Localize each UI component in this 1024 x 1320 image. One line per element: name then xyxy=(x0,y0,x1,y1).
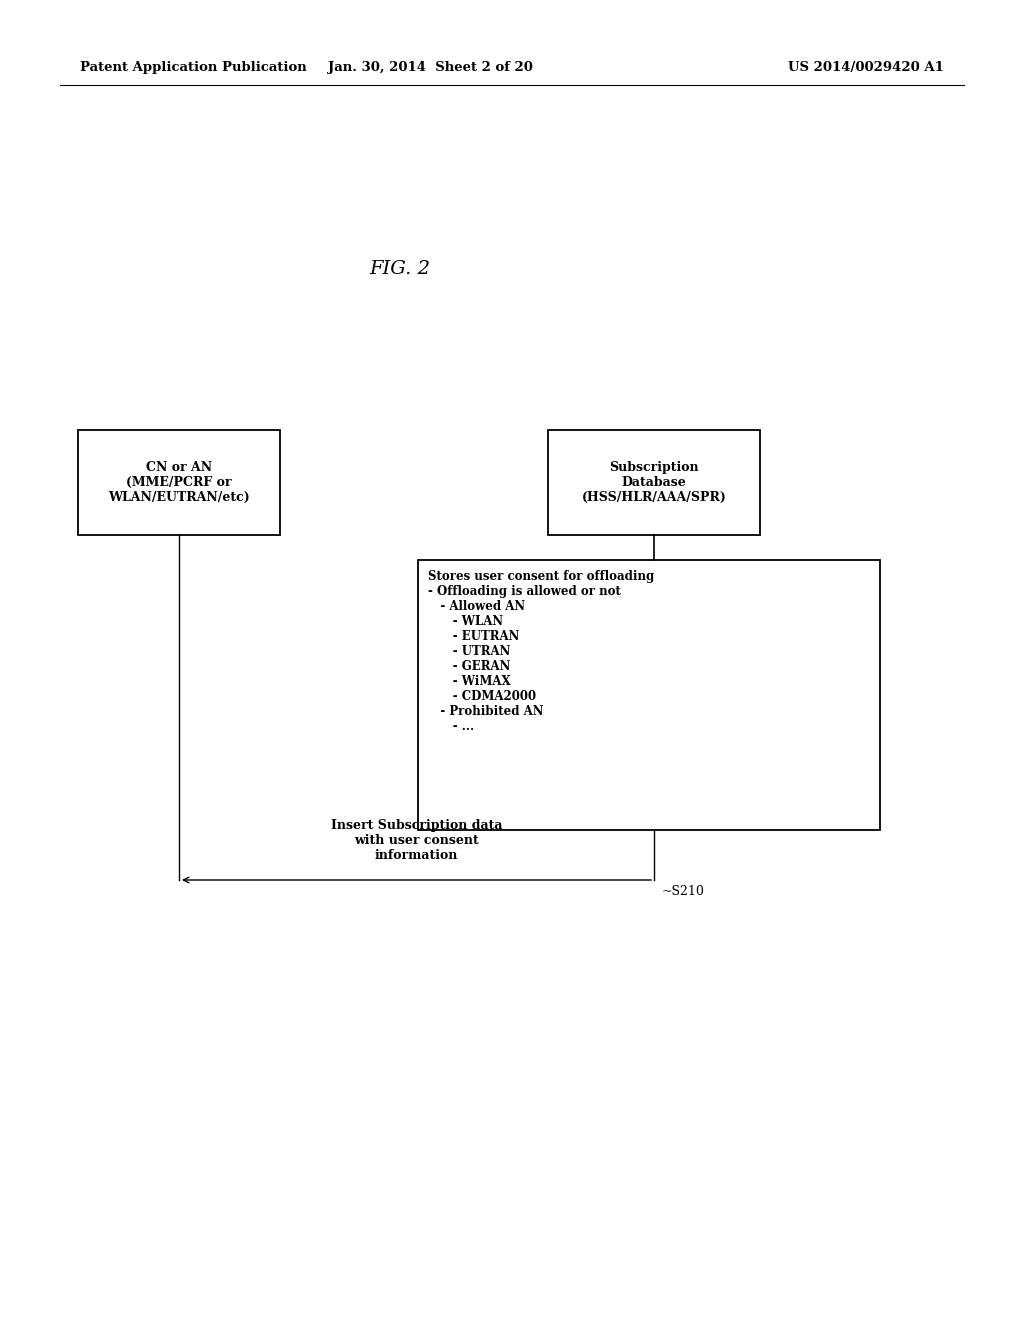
Bar xyxy=(418,560,880,830)
Bar xyxy=(548,430,760,535)
Text: Jan. 30, 2014  Sheet 2 of 20: Jan. 30, 2014 Sheet 2 of 20 xyxy=(328,62,532,74)
Text: ~S210: ~S210 xyxy=(662,884,705,898)
Text: Insert Subscription data
with user consent
information: Insert Subscription data with user conse… xyxy=(331,818,502,862)
Text: Stores user consent for offloading
- Offloading is allowed or not
   - Allowed A: Stores user consent for offloading - Off… xyxy=(428,570,654,733)
Text: Subscription
Database
(HSS/HLR/AAA/SPR): Subscription Database (HSS/HLR/AAA/SPR) xyxy=(582,461,726,504)
Text: CN or AN
(MME/PCRF or
WLAN/EUTRAN/etc): CN or AN (MME/PCRF or WLAN/EUTRAN/etc) xyxy=(109,461,250,504)
Bar xyxy=(78,430,280,535)
Text: US 2014/0029420 A1: US 2014/0029420 A1 xyxy=(788,62,944,74)
Text: Patent Application Publication: Patent Application Publication xyxy=(80,62,307,74)
Text: FIG. 2: FIG. 2 xyxy=(370,260,430,279)
